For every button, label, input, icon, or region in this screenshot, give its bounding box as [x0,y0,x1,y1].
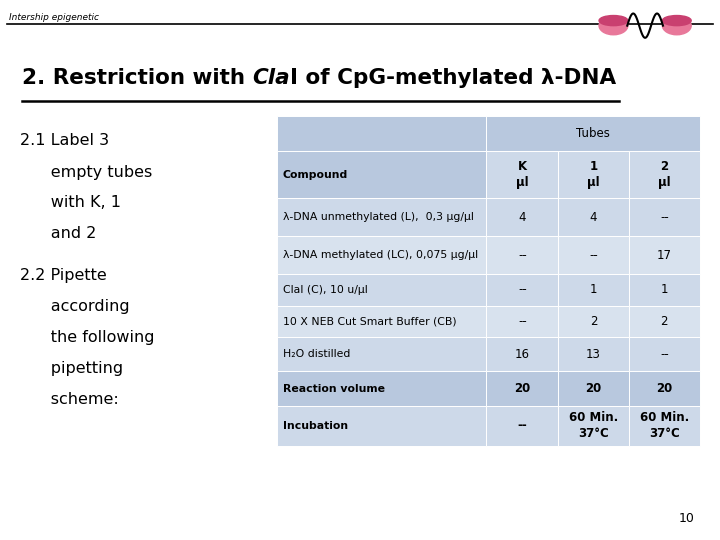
Bar [277,151,487,199]
Bar [558,337,629,372]
Text: Tubes: Tubes [576,127,610,140]
Text: Reaction volume: Reaction volume [283,384,385,394]
Text: empty tubes: empty tubes [20,165,153,180]
Bar [277,372,487,406]
Bar [629,151,700,199]
Text: --: -- [660,211,669,224]
Text: Incubation: Incubation [283,421,348,431]
Text: and 2: and 2 [20,226,96,241]
Bar [629,406,700,445]
Text: ClaI (C), 10 u/μl: ClaI (C), 10 u/μl [283,285,368,295]
Bar [558,306,629,337]
Bar [629,306,700,337]
Text: --: -- [518,249,527,262]
Bar [558,151,629,199]
Bar [487,337,558,372]
Text: 17: 17 [657,249,672,262]
Bar [487,406,558,445]
Text: with K, 1: with K, 1 [20,195,121,210]
Bar [487,274,558,306]
Ellipse shape [599,16,628,25]
Text: 2: 2 [660,315,668,328]
Bar [277,337,487,372]
Text: 13: 13 [586,348,601,361]
Text: 20: 20 [656,382,672,395]
Text: 16: 16 [515,348,530,361]
Bar [629,199,700,237]
Text: scheme:: scheme: [20,392,119,407]
Text: --: -- [589,249,598,262]
Text: 2
μl: 2 μl [658,160,670,189]
Text: --: -- [518,315,527,328]
Ellipse shape [662,17,691,35]
Text: Intership epigenetic: Intership epigenetic [9,14,99,22]
Ellipse shape [599,17,628,35]
Bar [629,274,700,306]
Text: 60 Min.
37°C: 60 Min. 37°C [569,411,618,440]
Text: 2: 2 [590,315,598,328]
Text: Cla: Cla [252,68,289,89]
Bar [629,372,700,406]
Bar [629,237,700,274]
Text: 4: 4 [518,211,526,224]
Text: I of CpG-methylated λ-DNA: I of CpG-methylated λ-DNA [289,68,616,89]
Bar [558,199,629,237]
Text: according: according [20,299,130,314]
Bar [277,274,487,306]
Text: 4: 4 [590,211,598,224]
Text: K
μl: K μl [516,160,528,189]
Bar [277,199,487,237]
Text: 1: 1 [660,284,668,296]
Text: λ-DNA methylated (LC), 0,075 μg/μl: λ-DNA methylated (LC), 0,075 μg/μl [283,250,478,260]
Bar [487,199,558,237]
Text: --: -- [518,284,527,296]
Text: 10: 10 [679,512,695,525]
Text: pipetting: pipetting [20,361,123,376]
Text: H₂O distilled: H₂O distilled [283,349,351,359]
Bar [629,337,700,372]
Bar [558,237,629,274]
Text: λ-DNA unmethylated (L),  0,3 μg/μl: λ-DNA unmethylated (L), 0,3 μg/μl [283,212,474,222]
Text: 2.1 Label 3: 2.1 Label 3 [20,133,109,148]
Bar [277,406,487,445]
Bar [487,151,558,199]
Bar [277,237,487,274]
Ellipse shape [662,16,691,25]
Text: --: -- [518,419,527,432]
Bar [558,372,629,406]
Bar [277,116,487,151]
Bar [558,274,629,306]
Text: 60 Min.
37°C: 60 Min. 37°C [639,411,689,440]
Bar [487,237,558,274]
Text: 2. Restriction with: 2. Restriction with [22,68,252,89]
Text: 1
μl: 1 μl [588,160,600,189]
Bar [487,372,558,406]
Bar [277,306,487,337]
Text: 20: 20 [585,382,602,395]
Text: 2.2 Pipette: 2.2 Pipette [20,268,107,283]
Text: the following: the following [20,330,155,345]
Bar [487,306,558,337]
Text: 20: 20 [514,382,531,395]
Text: 10 X NEB Cut Smart Buffer (CB): 10 X NEB Cut Smart Buffer (CB) [283,316,456,326]
Bar [558,406,629,445]
Bar [487,116,700,151]
Text: 1: 1 [590,284,598,296]
Text: Compound: Compound [283,170,348,180]
Text: --: -- [660,348,669,361]
